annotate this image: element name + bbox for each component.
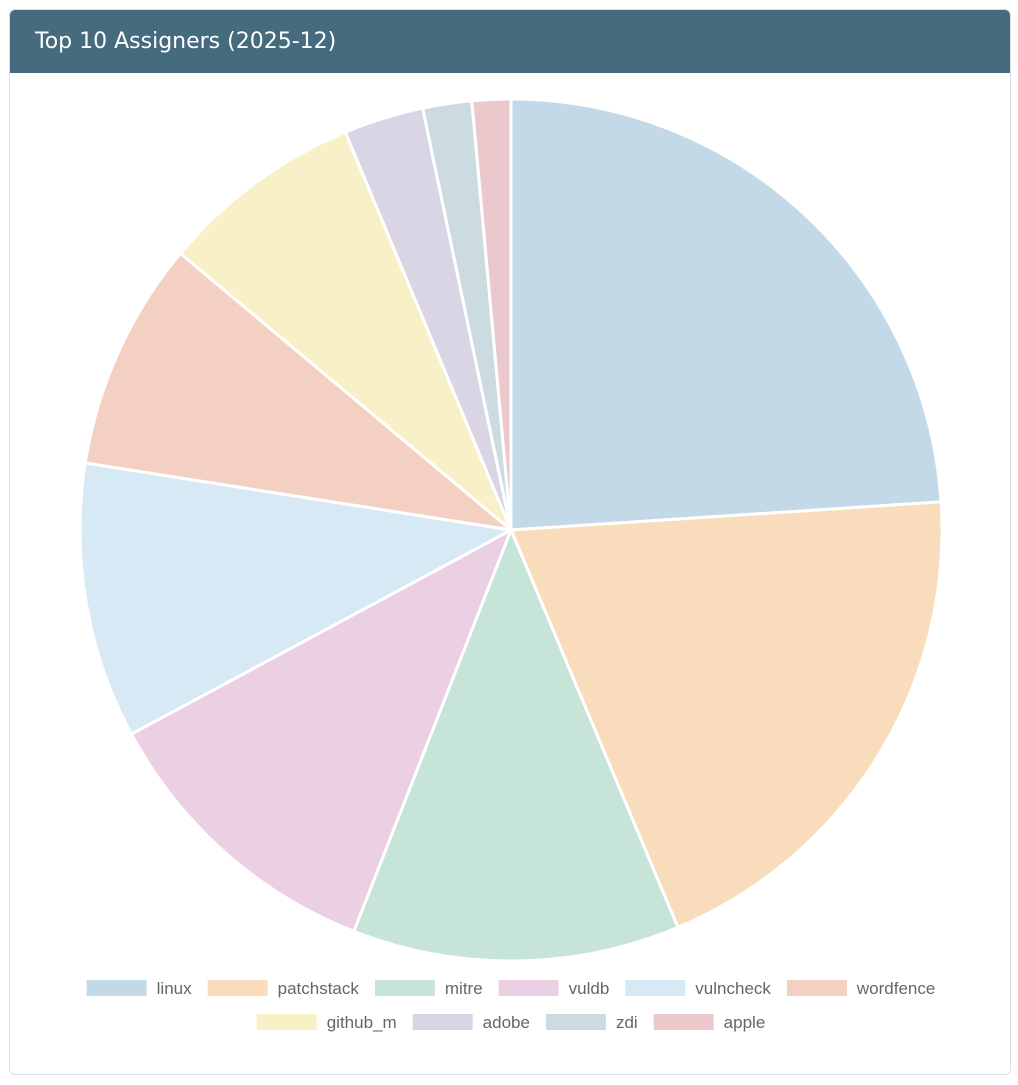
legend-swatch <box>374 980 435 996</box>
pie-slice-patchstack[interactable] <box>509 500 944 929</box>
legend-item-patchstack[interactable]: patchstack <box>207 979 360 998</box>
legend-swatch <box>86 980 147 996</box>
legend-item-vulncheck[interactable]: vulncheck <box>625 979 771 998</box>
legend-swatch <box>207 980 268 996</box>
legend-item-linux[interactable]: linux <box>86 979 192 998</box>
legend-item-zdi[interactable]: zdi <box>545 1013 638 1032</box>
legend-item-apple[interactable]: apple <box>653 1013 766 1032</box>
pie-slice-vulncheck[interactable] <box>78 461 513 736</box>
legend-swatch <box>256 1014 317 1030</box>
card-header: Top 10 Assigners (2025-12) <box>10 10 1010 73</box>
legend-label: adobe <box>483 1013 530 1032</box>
legend-label: mitre <box>445 979 483 998</box>
legend-item-mitre[interactable]: mitre <box>374 979 483 998</box>
legend-swatch <box>653 1014 714 1030</box>
legend-label: github_m <box>327 1013 397 1032</box>
legend-swatch <box>786 980 847 996</box>
pie-slice-apple[interactable] <box>470 97 513 532</box>
legend-label: patchstack <box>278 979 360 998</box>
legend-label: vulncheck <box>695 979 771 998</box>
pie-slices <box>78 97 944 963</box>
legend-item-wordfence[interactable]: wordfence <box>786 979 935 998</box>
pie-slice-linux[interactable] <box>509 97 943 532</box>
legend-swatch <box>412 1014 473 1030</box>
legend-item-github-m[interactable]: github_m <box>256 1013 397 1032</box>
legend-swatch <box>498 980 559 996</box>
card-title: Top 10 Assigners (2025-12) <box>35 29 337 54</box>
legend-swatch <box>625 980 686 996</box>
legend-label: vuldb <box>569 979 610 998</box>
legend-label: wordfence <box>856 979 935 998</box>
pie-slice-github-m[interactable] <box>178 130 513 532</box>
legend-label: zdi <box>616 1013 638 1032</box>
chart-legend: linux patchstack mitre vuldb vulncheck wordfe… <box>86 979 935 1032</box>
legend-label: linux <box>157 979 192 998</box>
legend-item-vuldb[interactable]: vuldb <box>498 979 610 998</box>
legend-swatch <box>545 1014 606 1030</box>
legend-label: apple <box>724 1013 766 1032</box>
pie-slice-vuldb[interactable] <box>129 528 513 933</box>
legend-item-adobe[interactable]: adobe <box>412 1013 530 1032</box>
pie-slice-mitre[interactable] <box>352 528 680 963</box>
pie-slice-wordfence[interactable] <box>83 251 513 532</box>
